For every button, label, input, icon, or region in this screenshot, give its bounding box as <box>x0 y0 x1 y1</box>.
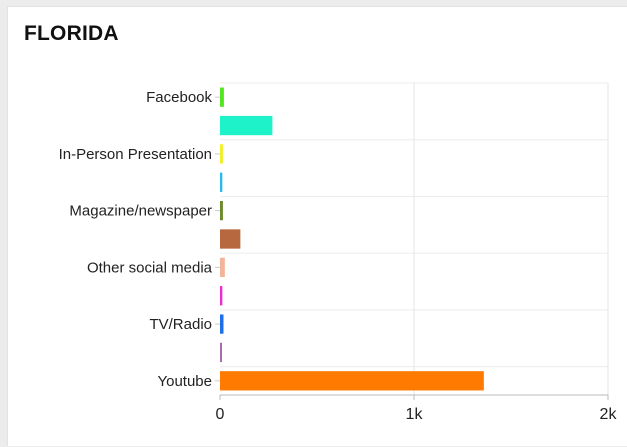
chart-card: FLORIDA 0 1k 2k Facebook In-Person Presentat… <box>7 6 627 446</box>
bar-magazine-newspaper[interactable] <box>220 200 223 221</box>
bar-unlabeled-1[interactable] <box>220 115 273 136</box>
x-tick-label: 1k <box>406 406 424 423</box>
bar-facebook[interactable] <box>220 87 224 107</box>
category-label: Facebook <box>146 89 212 106</box>
bar-unlabeled-9[interactable] <box>220 342 222 363</box>
bar-tv-radio[interactable] <box>220 314 224 334</box>
bar-chart: 0 1k 2k Facebook In-Person Presentation Magaz… <box>59 82 618 423</box>
bar-unlabeled-5[interactable] <box>220 229 241 249</box>
bar-unlabeled-7[interactable] <box>220 286 223 306</box>
category-label: In-Person Presentation <box>59 146 212 163</box>
bar-youtube[interactable] <box>220 371 484 391</box>
bar-unlabeled-3[interactable] <box>220 172 223 192</box>
category-label: Other social media <box>87 259 213 276</box>
x-tick-label: 2k <box>600 406 618 423</box>
bar-other-social-media[interactable] <box>220 257 225 278</box>
bar-in-person-presentation[interactable] <box>220 144 223 164</box>
category-label: Magazine/newspaper <box>69 203 212 220</box>
x-tick-label: 0 <box>216 406 225 423</box>
chart-title: FLORIDA <box>24 22 119 45</box>
category-label: TV/Radio <box>149 316 212 333</box>
category-label: Youtube <box>157 373 212 390</box>
